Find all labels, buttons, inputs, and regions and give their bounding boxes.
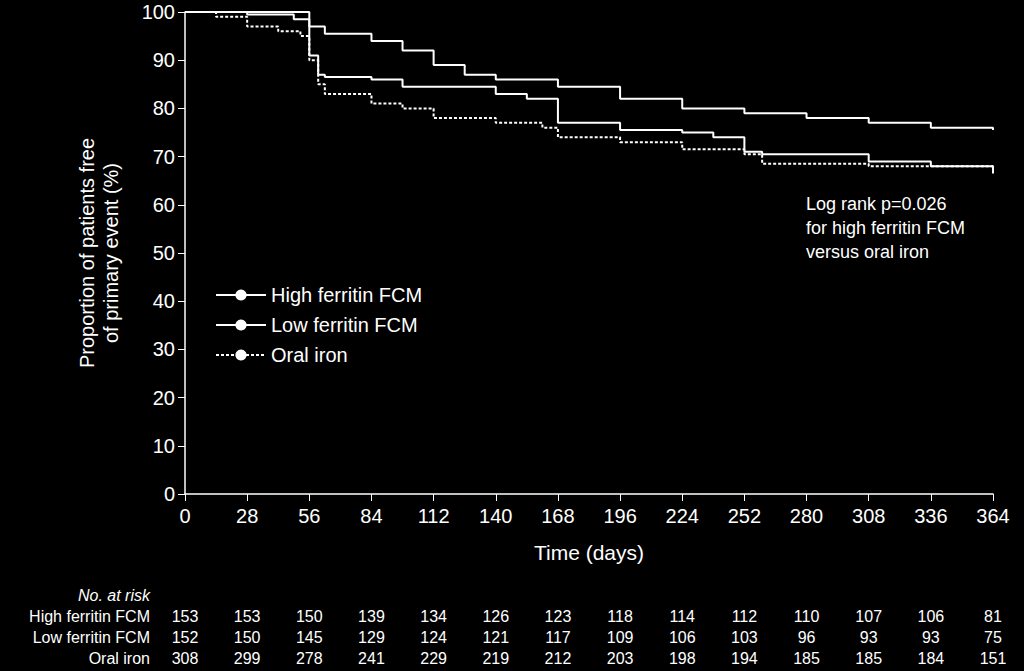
svg-text:150: 150 xyxy=(296,608,323,625)
svg-text:117: 117 xyxy=(545,629,571,646)
svg-text:30: 30 xyxy=(153,338,175,360)
svg-text:Oral iron: Oral iron xyxy=(89,650,150,667)
svg-text:28: 28 xyxy=(236,505,258,527)
svg-text:139: 139 xyxy=(358,608,385,625)
svg-text:70: 70 xyxy=(153,146,175,168)
svg-text:10: 10 xyxy=(153,435,175,457)
svg-text:109: 109 xyxy=(607,629,634,646)
svg-text:106: 106 xyxy=(669,629,696,646)
svg-text:0: 0 xyxy=(179,505,190,527)
svg-text:145: 145 xyxy=(296,629,323,646)
svg-text:299: 299 xyxy=(234,650,261,667)
svg-text:84: 84 xyxy=(360,505,382,527)
svg-text:112: 112 xyxy=(732,608,758,625)
svg-text:High ferritin FCM: High ferritin FCM xyxy=(29,608,150,625)
svg-text:308: 308 xyxy=(852,505,885,527)
svg-text:134: 134 xyxy=(420,608,447,625)
svg-text:Oral iron: Oral iron xyxy=(271,344,348,366)
svg-text:107: 107 xyxy=(855,608,882,625)
svg-text:241: 241 xyxy=(358,650,385,667)
svg-text:196: 196 xyxy=(603,505,636,527)
svg-text:152: 152 xyxy=(172,629,199,646)
svg-text:of primary event (%): of primary event (%) xyxy=(100,163,122,343)
svg-text:80: 80 xyxy=(153,97,175,119)
svg-text:121: 121 xyxy=(482,629,509,646)
svg-text:194: 194 xyxy=(731,650,758,667)
svg-text:20: 20 xyxy=(153,387,175,409)
svg-text:100: 100 xyxy=(142,1,175,23)
svg-text:110: 110 xyxy=(794,608,820,625)
svg-text:151: 151 xyxy=(980,650,1007,667)
svg-text:278: 278 xyxy=(296,650,323,667)
svg-text:Low ferritin FCM: Low ferritin FCM xyxy=(271,314,418,336)
svg-text:Proportion of patients free: Proportion of patients free xyxy=(76,138,98,368)
svg-text:96: 96 xyxy=(798,629,816,646)
svg-text:219: 219 xyxy=(482,650,509,667)
svg-text:81: 81 xyxy=(984,608,1002,625)
svg-text:364: 364 xyxy=(976,505,1009,527)
svg-text:114: 114 xyxy=(669,608,695,625)
svg-text:184: 184 xyxy=(917,650,944,667)
svg-text:90: 90 xyxy=(153,49,175,71)
svg-text:93: 93 xyxy=(860,629,878,646)
svg-text:252: 252 xyxy=(728,505,761,527)
svg-text:56: 56 xyxy=(298,505,320,527)
svg-text:168: 168 xyxy=(541,505,574,527)
svg-text:124: 124 xyxy=(420,629,447,646)
svg-text:Low ferritin FCM: Low ferritin FCM xyxy=(33,629,150,646)
svg-text:93: 93 xyxy=(922,629,940,646)
svg-text:50: 50 xyxy=(153,242,175,264)
svg-text:153: 153 xyxy=(172,608,199,625)
svg-text:229: 229 xyxy=(420,650,447,667)
svg-text:203: 203 xyxy=(607,650,634,667)
svg-text:40: 40 xyxy=(153,290,175,312)
svg-text:106: 106 xyxy=(917,608,944,625)
svg-text:Time (days): Time (days) xyxy=(534,541,644,564)
svg-text:185: 185 xyxy=(793,650,820,667)
svg-text:126: 126 xyxy=(482,608,509,625)
svg-text:153: 153 xyxy=(234,608,261,625)
svg-text:123: 123 xyxy=(545,608,572,625)
svg-text:140: 140 xyxy=(479,505,512,527)
svg-text:0: 0 xyxy=(164,483,175,505)
svg-text:129: 129 xyxy=(358,629,385,646)
svg-text:224: 224 xyxy=(666,505,699,527)
svg-text:308: 308 xyxy=(172,650,199,667)
svg-text:198: 198 xyxy=(669,650,696,667)
svg-text:112: 112 xyxy=(418,505,450,527)
svg-text:for high ferritin FCM: for high ferritin FCM xyxy=(806,218,965,238)
svg-text:336: 336 xyxy=(914,505,947,527)
svg-text:150: 150 xyxy=(234,629,261,646)
svg-text:118: 118 xyxy=(607,608,633,625)
svg-text:212: 212 xyxy=(545,650,572,667)
svg-text:280: 280 xyxy=(790,505,823,527)
svg-text:60: 60 xyxy=(153,194,175,216)
svg-text:Log rank p=0.026: Log rank p=0.026 xyxy=(806,194,947,214)
svg-text:185: 185 xyxy=(855,650,882,667)
svg-text:75: 75 xyxy=(984,629,1002,646)
svg-text:versus oral iron: versus oral iron xyxy=(806,242,929,262)
svg-text:High ferritin FCM: High ferritin FCM xyxy=(271,284,422,306)
svg-text:103: 103 xyxy=(731,629,758,646)
svg-text:No. at risk: No. at risk xyxy=(78,587,151,604)
